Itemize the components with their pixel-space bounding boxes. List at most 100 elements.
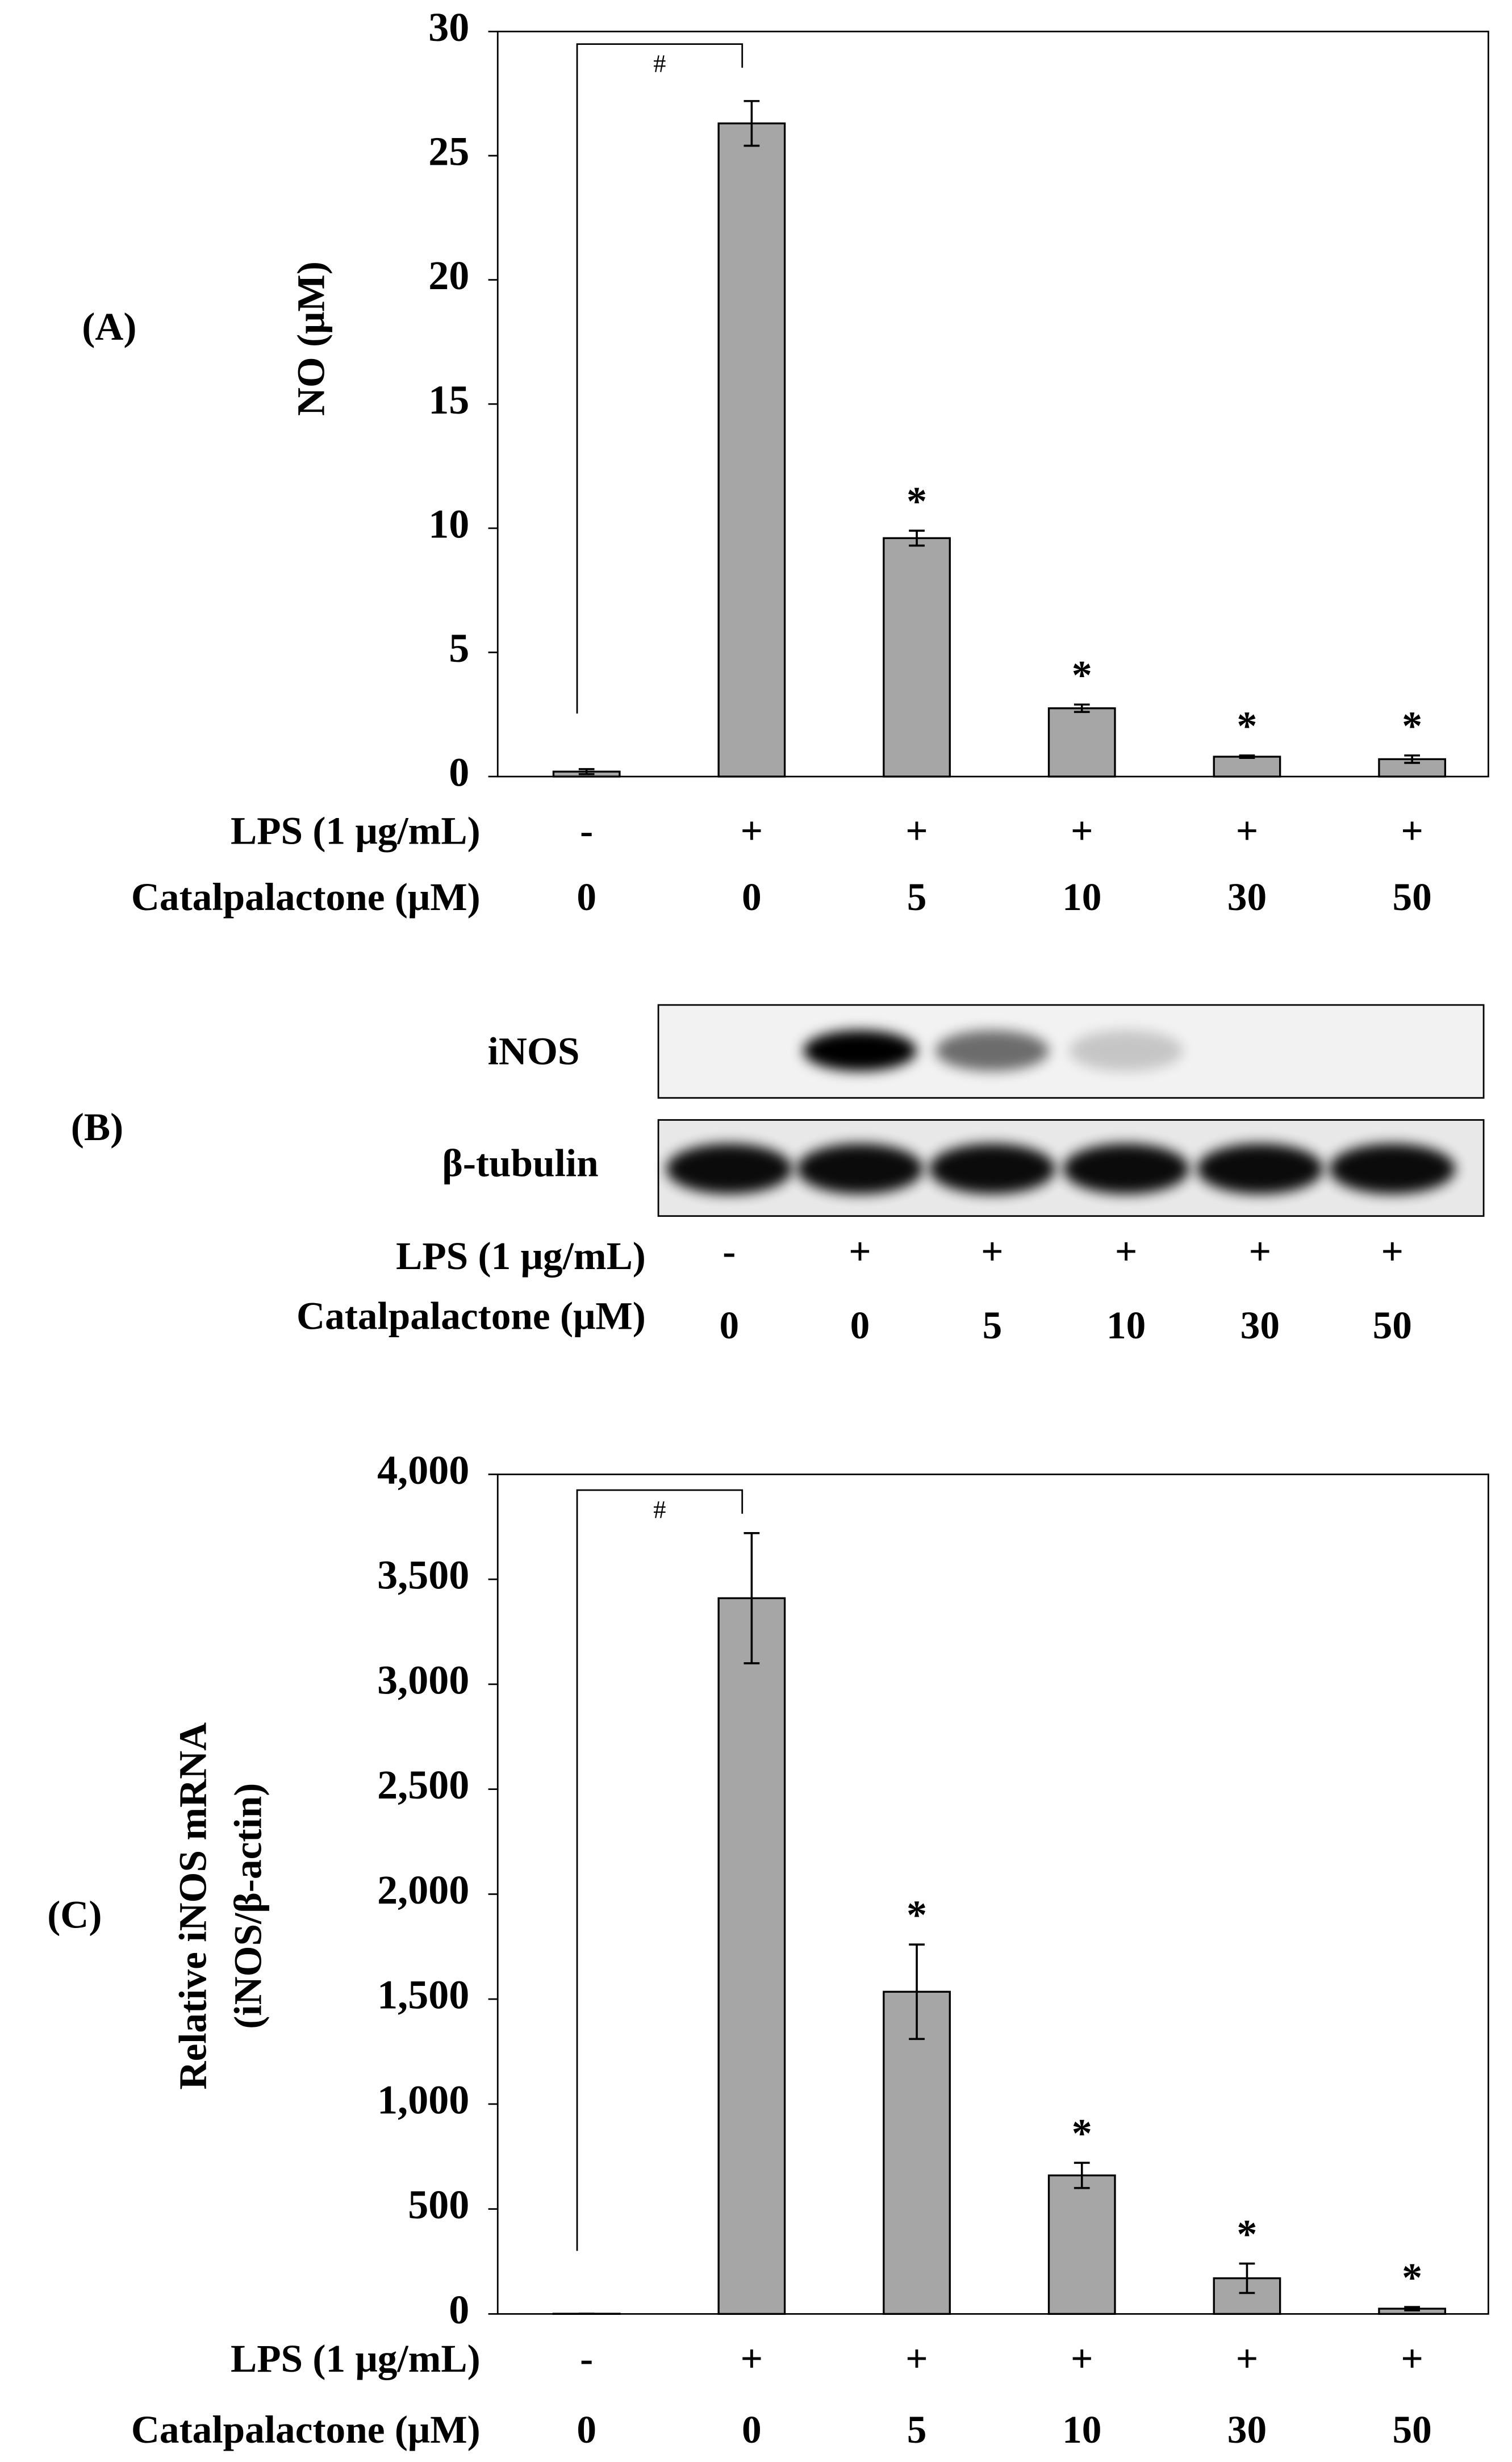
- panel-label: (B): [71, 1105, 123, 1149]
- x-tick-label: 5: [907, 2407, 927, 2451]
- x-tick-label: 0: [577, 875, 596, 919]
- significance-star: *: [907, 1892, 927, 1938]
- lps-cell: +: [849, 1229, 871, 1273]
- plot-frame: [496, 1474, 1489, 2315]
- significance-hash: #: [653, 49, 666, 78]
- lps-cell: -: [722, 1229, 736, 1273]
- error-bar: [909, 1943, 925, 2040]
- tubulin-band: [929, 1144, 1055, 1194]
- bracket: [576, 1489, 744, 2251]
- x-tick-label: 30: [1240, 1303, 1280, 1347]
- x-tick-label: 10: [1062, 2407, 1101, 2451]
- lps-cell: +: [1071, 809, 1093, 853]
- x-tick-label: 50: [1392, 2407, 1431, 2451]
- bar: [1047, 707, 1116, 778]
- bar: [883, 1991, 951, 2315]
- tubulin-band: [797, 1144, 923, 1194]
- x-tick-label: 0: [720, 1303, 740, 1347]
- x-tick-label: 5: [983, 1303, 1003, 1347]
- lps-cell: +: [1071, 2336, 1093, 2380]
- y-tick-label: 2,000: [377, 1867, 469, 1913]
- error-bar: [1404, 2306, 1420, 2311]
- x-tick-label: 5: [907, 875, 927, 919]
- lps-cell: +: [1236, 2336, 1259, 2380]
- bracket: [576, 43, 744, 714]
- category-label: Catalpalactone (μM): [131, 2407, 481, 2451]
- tubulin-band: [1063, 1144, 1189, 1194]
- inos-band: [1069, 1030, 1183, 1071]
- lps-cell: +: [905, 2336, 928, 2380]
- bar: [883, 537, 951, 778]
- lps-label: LPS (1 μg/mL): [231, 2336, 481, 2380]
- error-bar: [909, 529, 925, 547]
- tubulin-band: [1329, 1144, 1456, 1194]
- lps-cell: +: [1401, 2336, 1423, 2380]
- x-tick-label: 30: [1227, 875, 1267, 919]
- lps-cell: -: [580, 809, 593, 853]
- bar: [717, 122, 786, 778]
- inos-band: [803, 1030, 917, 1071]
- y-axis-label: Relative iNOS mRNA: [171, 1722, 215, 2090]
- error-bar: [1239, 754, 1255, 760]
- y-tick-label: 500: [408, 2182, 469, 2227]
- y-tick-label: 4,000: [377, 1447, 469, 1493]
- significance-star: *: [1237, 2211, 1257, 2257]
- bar: [717, 1597, 786, 2315]
- lps-cell: +: [1249, 1229, 1272, 1273]
- inos-band: [935, 1030, 1049, 1071]
- significance-star: *: [1072, 652, 1092, 698]
- error-bar: [744, 100, 760, 147]
- significance-hash: #: [653, 1495, 666, 1524]
- x-tick-label: 10: [1062, 875, 1101, 919]
- lps-cell: +: [1381, 1229, 1404, 1273]
- x-tick-label: 10: [1106, 1303, 1146, 1347]
- lps-cell: +: [905, 809, 928, 853]
- panel-label: (C): [47, 1892, 102, 1936]
- y-tick-label: 3,000: [377, 1657, 469, 1702]
- lps-cell: +: [1236, 809, 1259, 853]
- y-tick-label: 3,500: [377, 1553, 469, 1598]
- lps-label: LPS (1 μg/mL): [396, 1234, 646, 1278]
- lps-cell: +: [1401, 809, 1423, 853]
- significance-star: *: [1402, 2255, 1422, 2300]
- y-tick-label: 0: [449, 750, 469, 795]
- panel-label: (A): [82, 304, 136, 348]
- y-tick-label: 1,000: [377, 2077, 469, 2122]
- y-tick-label: 25: [428, 129, 469, 174]
- tubulin-band: [666, 1144, 792, 1194]
- error-bar: [1404, 754, 1420, 764]
- error-bar: [1074, 2161, 1090, 2189]
- category-label: Catalpalactone (μM): [131, 875, 481, 919]
- band-label: iNOS: [488, 1029, 580, 1073]
- band-label: β-tubulin: [442, 1141, 598, 1185]
- y-tick-label: 30: [428, 5, 469, 50]
- x-tick-label: 0: [742, 2407, 762, 2451]
- x-tick-label: 50: [1373, 1303, 1412, 1347]
- category-label: Catalpalactone (μM): [296, 1294, 646, 1338]
- y-tick-label: 10: [428, 501, 469, 546]
- significance-star: *: [1402, 703, 1422, 749]
- y-tick-label: 20: [428, 253, 469, 298]
- y-axis-label: NO (μM): [289, 261, 333, 416]
- y-tick-label: 2,500: [377, 1762, 469, 1808]
- error-bar: [744, 1532, 760, 1664]
- x-tick-label: 30: [1227, 2407, 1267, 2451]
- bar: [1047, 2174, 1116, 2315]
- tubulin-band: [1197, 1144, 1323, 1194]
- lps-cell: +: [981, 1229, 1004, 1273]
- lps-label: LPS (1 μg/mL): [231, 809, 481, 853]
- lps-cell: +: [1115, 1229, 1138, 1273]
- lps-cell: -: [580, 2336, 593, 2380]
- significance-star: *: [907, 478, 927, 524]
- y-tick-label: 0: [449, 2287, 469, 2332]
- x-tick-label: 50: [1392, 875, 1431, 919]
- y-tick-label: 1,500: [377, 1972, 469, 2018]
- error-bar: [578, 768, 595, 775]
- x-tick-label: 0: [850, 1303, 870, 1347]
- y-tick-label: 5: [449, 625, 469, 671]
- error-bar: [1239, 2262, 1255, 2294]
- x-tick-label: 0: [577, 2407, 596, 2451]
- significance-star: *: [1072, 2111, 1092, 2156]
- lps-cell: +: [741, 2336, 763, 2380]
